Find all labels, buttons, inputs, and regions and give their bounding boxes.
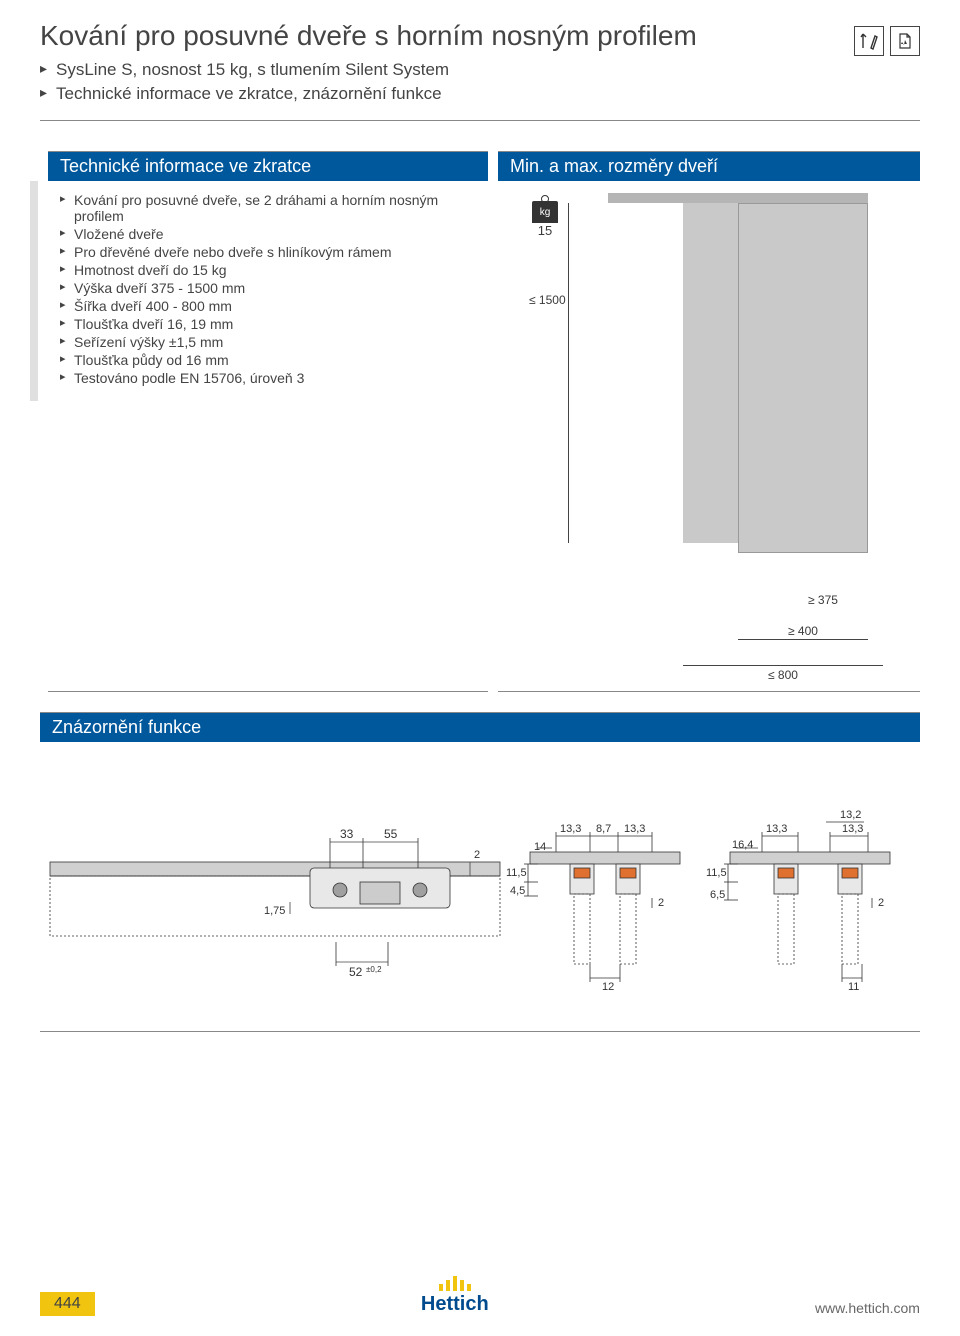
page-number: 444 [40,1292,95,1316]
spec-item: Vložené dveře [60,225,476,243]
spec-item: Hmotnost dveří do 15 kg [60,261,476,279]
spec-item: Tloušťka půdy od 16 mm [60,351,476,369]
dim-11-5a: 11,5 [506,867,527,879]
page-title: Kování pro posuvné dveře s horním nosným… [40,20,697,52]
kg-value: 15 [532,223,558,238]
door-diagram: kg 15 ≤ 1500 ≥ 375 ≥ 400 ≤ 800 [498,181,920,691]
dim-1-75: 1,75 [264,905,285,917]
brand-name: Hettich [421,1293,489,1316]
spec-item: Seřízení výšky ±1,5 mm [60,333,476,351]
footer-url: www.hettich.com [815,1300,920,1316]
function-panel: Znázornění funkce 33 55 2 1,75 52 ±0,2 [40,712,920,1032]
subtitle-list: SysLine S, nosnost 15 kg, s tlumením Sil… [40,58,697,106]
spec-list: Kování pro posuvné dveře, se 2 dráhami a… [48,181,488,397]
dim-16-4: 16,4 [732,839,753,851]
door-schematic [608,193,888,683]
door-front-panel [738,203,868,553]
function-heading: Znázornění funkce [40,713,920,742]
kg-label: kg [532,201,558,223]
dim-line-hmax: ≤ 1500 [568,203,569,543]
header-divider [40,120,920,121]
logo-bars-icon [421,1276,489,1291]
weight-icon: kg 15 [532,201,558,238]
header-icons [854,26,920,56]
dim-4-5: 4,5 [510,885,525,897]
dim-hmin-label: ≥ 375 [808,593,838,607]
brand-logo: Hettich [421,1276,489,1316]
function-drawing: 33 55 2 1,75 52 ±0,2 [40,742,920,1022]
dim-wmin-label: ≥ 400 [785,624,821,638]
dim-52tol: ±0,2 [366,965,382,974]
page-footer: 444 Hettich www.hettich.com [0,1276,960,1316]
dim-2a: 2 [474,849,480,861]
spec-item: Šířka dveří 400 - 800 mm [60,297,476,315]
dim-12: 12 [602,981,614,993]
dim-8-7: 8,7 [596,823,611,835]
dimensions-heading: Min. a max. rozměry dveří [498,152,920,181]
dim-hmax-label: ≤ 1500 [529,293,566,307]
subtitle-1: SysLine S, nosnost 15 kg, s tlumením Sil… [40,58,697,82]
spec-item: Výška dveří 375 - 1500 mm [60,279,476,297]
dim-13-2: 13,2 [840,809,861,821]
page-header: Kování pro posuvné dveře s horním nosným… [0,0,960,116]
dimensions-panel: Min. a max. rozměry dveří kg 15 ≤ 1500 ≥… [498,151,920,692]
dim-2c: 2 [878,897,884,909]
dim-11: 11 [848,981,859,993]
spec-item: Kování pro posuvné dveře, se 2 dráhami a… [60,191,476,225]
dim-2b: 2 [658,897,664,909]
dim-line-wmin: ≥ 400 [738,639,868,654]
tech-info-panel: Technické informace ve zkratce Kování pr… [48,151,488,692]
dim-11-5b: 11,5 [706,867,727,879]
dim-52: 52 [349,965,363,979]
dim-14: 14 [534,841,546,853]
subtitle-2: Technické informace ve zkratce, znázorně… [40,82,697,106]
dim-line-wmax: ≤ 800 [683,665,883,680]
dim-6-5: 6,5 [710,889,725,901]
dim-13-3b: 13,3 [624,823,645,835]
dim-13-3c: 13,3 [766,823,787,835]
document-icon [890,26,920,56]
tools-icon [854,26,884,56]
dim-33: 33 [340,827,354,841]
spec-item: Pro dřevěné dveře nebo dveře s hliníkový… [60,243,476,261]
dim-wmax-label: ≤ 800 [765,668,801,682]
dim-13-3a: 13,3 [560,823,581,835]
dim-13-3d: 13,3 [842,823,863,835]
spec-item: Tloušťka dveří 16, 19 mm [60,315,476,333]
spec-item: Testováno podle EN 15706, úroveň 3 [60,369,476,387]
dim-55: 55 [384,827,398,841]
top-rail [608,193,868,203]
tech-info-heading: Technické informace ve zkratce [48,152,488,181]
side-tab [30,181,38,401]
